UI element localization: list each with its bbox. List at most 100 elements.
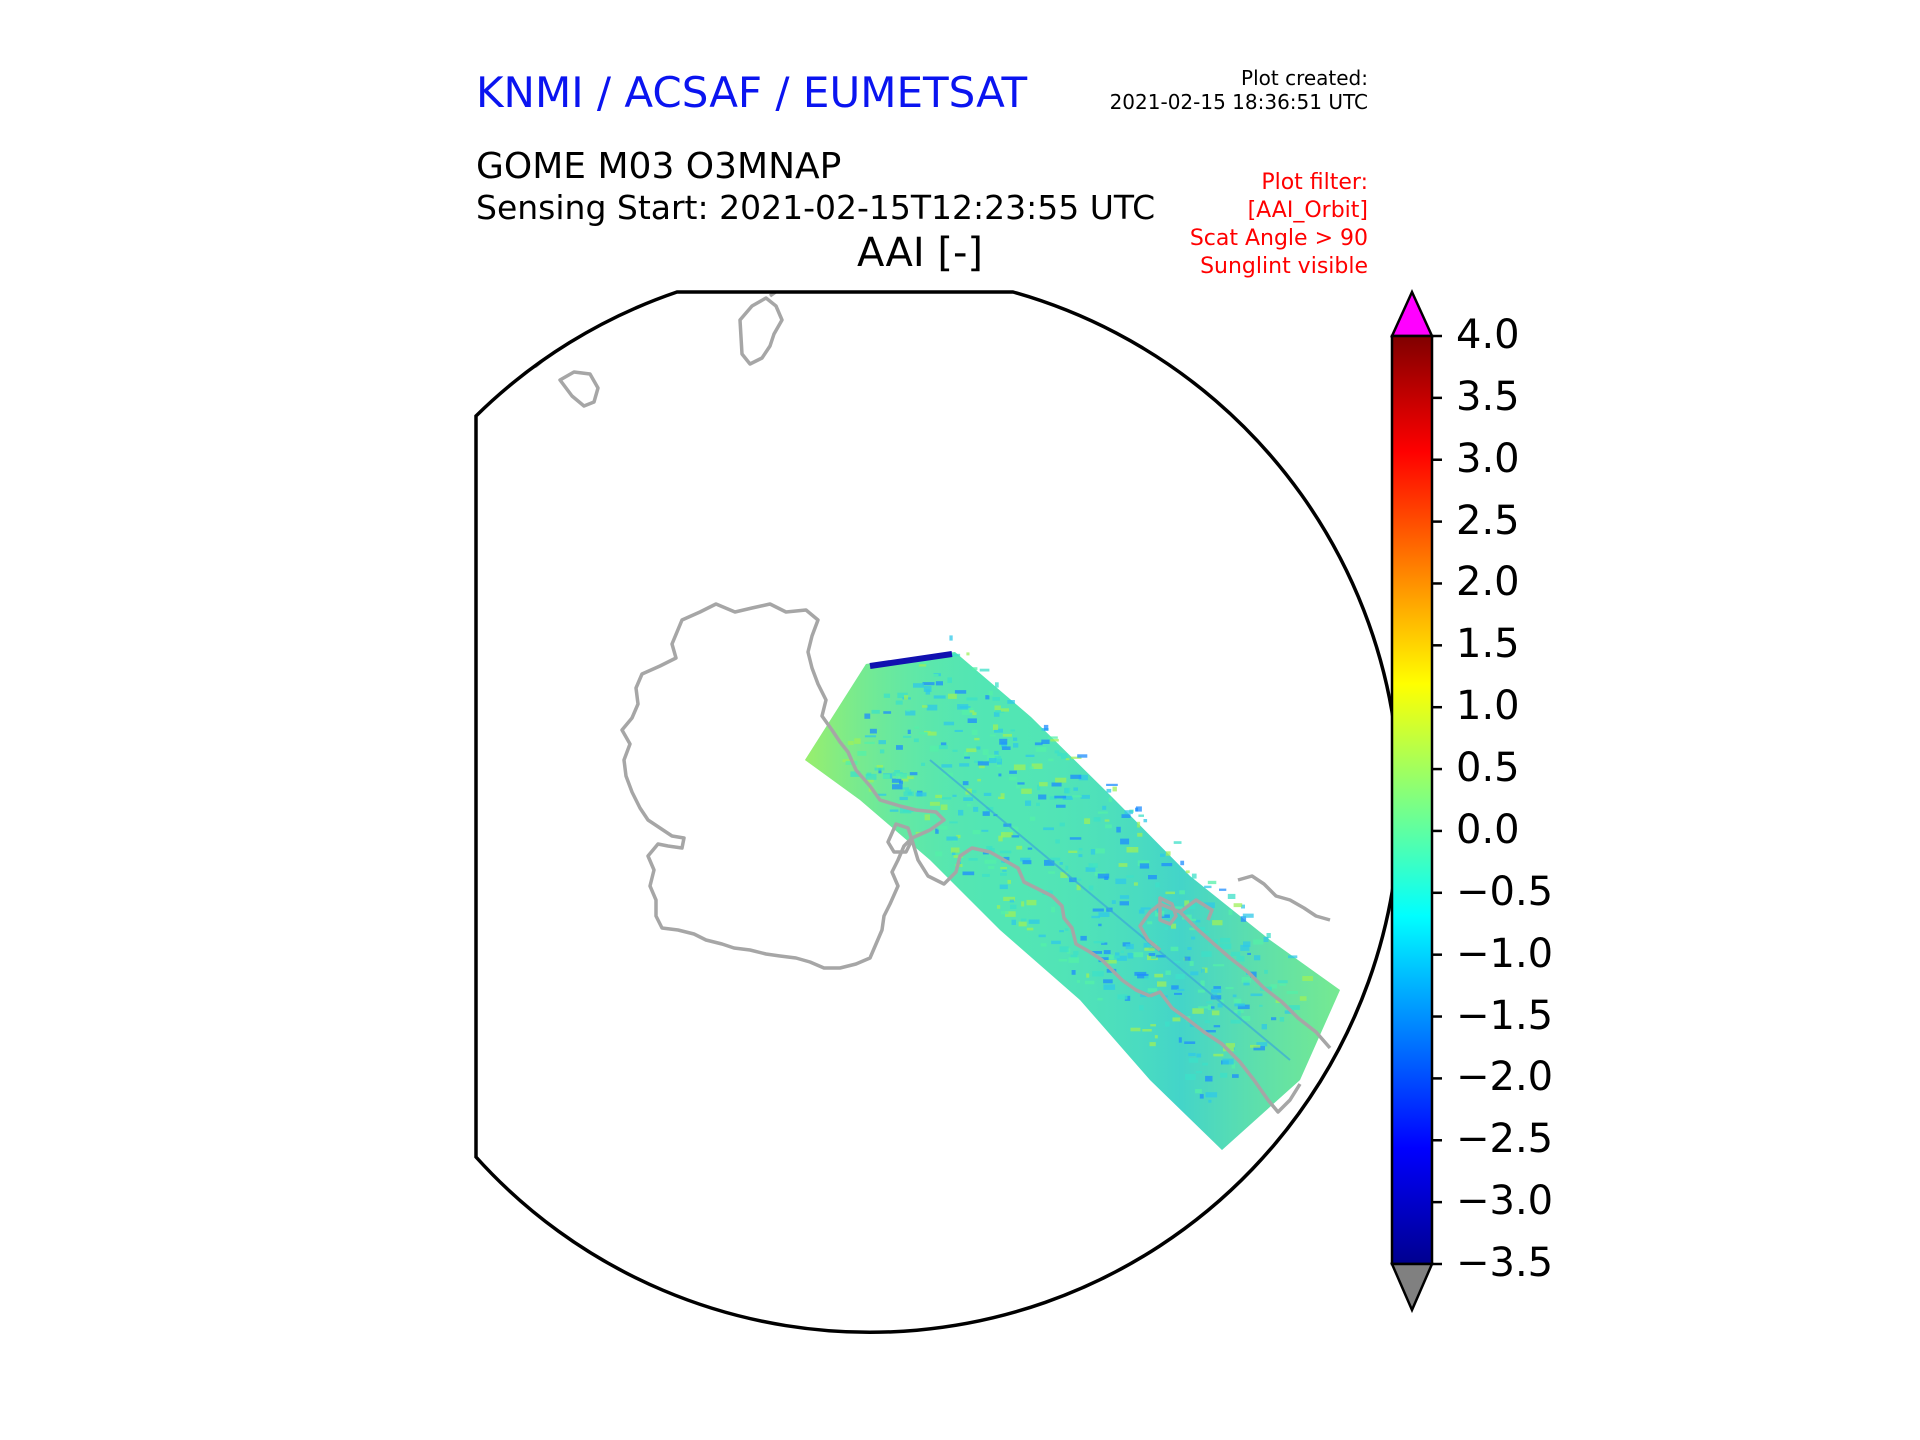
swath-edge-noise (869, 651, 953, 669)
swath-pixel (1204, 1020, 1210, 1024)
swath-pixel (865, 773, 877, 780)
swath-pixel (995, 682, 999, 688)
swath-pixel (1219, 888, 1227, 891)
colorbar-under-triangle (1390, 1262, 1434, 1314)
swath-pixel (996, 905, 1001, 909)
swath-pixel (1118, 863, 1128, 867)
swath-pixel (894, 770, 900, 773)
swath-pixel (1020, 857, 1031, 862)
swath-pixel (1189, 927, 1196, 931)
swath-pixel (876, 793, 887, 796)
swath-pixel (1000, 866, 1007, 870)
colorbar-tick-label: 1.0 (1456, 683, 1520, 730)
swath-pixel (1076, 980, 1080, 983)
swath-pixel (972, 667, 978, 671)
swath-pixel (923, 685, 932, 692)
swath-pixel (956, 834, 961, 839)
swath-pixel (1136, 806, 1142, 812)
swath-pixel (1279, 983, 1287, 986)
swath-pixel (940, 742, 947, 746)
swath-pixel (1253, 1046, 1265, 1051)
swath-pixel (1174, 992, 1182, 995)
plot-created-label: Plot created: (1241, 66, 1368, 90)
swath-pixel (1021, 788, 1032, 794)
swath-pixel (1261, 1024, 1267, 1030)
swath-pixel (1150, 1024, 1156, 1027)
swath-pixel (1104, 960, 1117, 964)
swath-pixel (1302, 976, 1313, 981)
swath-pixel (994, 728, 1003, 733)
swath-pixel (999, 884, 1008, 890)
swath-pixel (1112, 955, 1120, 959)
swath-pixel (1139, 1005, 1144, 1011)
swath-pixel (1191, 936, 1196, 940)
swath-pixel (995, 710, 1005, 713)
swath-pixel (899, 796, 908, 801)
swath-pixel (1256, 1042, 1268, 1047)
swath-pixel (1065, 865, 1069, 871)
swath-pixel (962, 781, 969, 786)
swath-pixel (1240, 916, 1247, 922)
swath-pixel (1213, 1025, 1221, 1028)
swath-pixel (1097, 811, 1108, 814)
colorbar-ticks (1432, 334, 1442, 1266)
swath-pixel (903, 735, 912, 738)
swath-pixel (1077, 754, 1088, 758)
swath-pixel (1039, 782, 1048, 787)
swath-pixel (1061, 753, 1068, 759)
swath-pixel (1078, 854, 1083, 858)
swath-pixel (992, 697, 1000, 701)
swath-pixel (1234, 1003, 1245, 1007)
swath-pixel (1171, 906, 1183, 909)
swath-pixel (874, 767, 885, 771)
swath-pixel (1084, 980, 1095, 985)
swath-pixel (1279, 1017, 1285, 1022)
swath-pixel (1205, 1092, 1218, 1098)
swath-pixel (1124, 995, 1131, 1001)
swath-pixel (1236, 955, 1245, 962)
swath-pixel (1207, 1004, 1211, 1010)
swath-pixel (847, 741, 854, 745)
swath-pixel (1164, 926, 1168, 930)
swath-pixel (1228, 909, 1233, 915)
swath-pixel (883, 711, 892, 714)
swath-pixel (988, 758, 997, 764)
swath-pixel (952, 749, 958, 752)
swath-pixel (1021, 901, 1025, 907)
swath-pixel (1010, 729, 1015, 732)
swath-pixel (977, 761, 989, 766)
swath-pixel (1016, 784, 1020, 789)
swath-pixel (1038, 794, 1047, 800)
colorbar-tick-label: −2.0 (1456, 1054, 1554, 1101)
swath-pixel (1205, 1030, 1216, 1033)
swath-pixel (1025, 754, 1035, 757)
swath-pixel (1098, 912, 1110, 917)
swath-pixel (854, 738, 861, 744)
swath-pixel (1142, 1029, 1152, 1032)
swath-pixel (1048, 736, 1058, 739)
swath-pixel (1140, 907, 1151, 910)
swath-pixel (1180, 860, 1185, 866)
south-america-east-coast (1138, 902, 1332, 1050)
swath-pixel (986, 845, 993, 851)
colorbar (1390, 288, 1442, 1314)
swath-pixel (984, 859, 997, 864)
swath-pixel (1108, 797, 1113, 802)
swath-pixel (1018, 921, 1027, 927)
swath-pixel (999, 850, 1012, 854)
swath-pixel (1155, 882, 1160, 888)
swath-pixel (1253, 939, 1264, 945)
swath-pixel (1071, 795, 1082, 798)
swath-pixel (1072, 878, 1082, 881)
swath-pixel (1210, 1006, 1215, 1009)
variable-title: AAI [-] (857, 230, 983, 276)
swath-pixel (1059, 822, 1065, 827)
swath-pixel (1124, 810, 1133, 815)
swath-pixel (1000, 793, 1005, 799)
swath-pixel (1011, 835, 1020, 838)
swath-pixel (1242, 913, 1254, 918)
swath-pixel (1010, 904, 1017, 909)
swath-pixel (1171, 923, 1177, 929)
colorbar-tick-label: 2.5 (1456, 497, 1520, 544)
swath-pixel (1022, 860, 1032, 865)
